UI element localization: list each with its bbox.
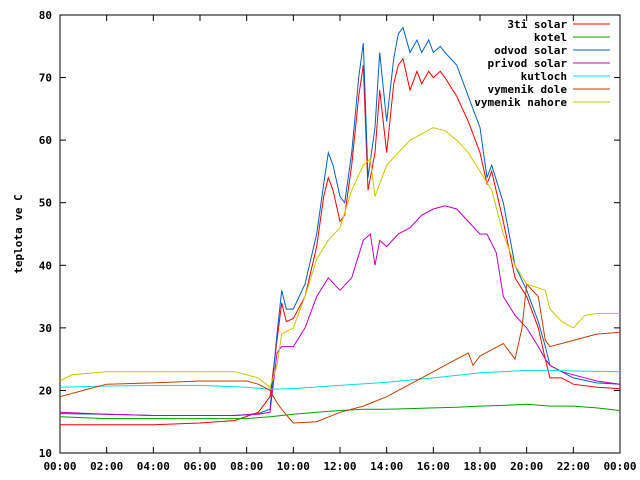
x-tick-label: 16:00 bbox=[417, 460, 450, 473]
series-line-privod-solar bbox=[59, 205, 621, 416]
legend-label: privod solar bbox=[488, 57, 568, 70]
series-line-vymenik-nahore bbox=[59, 127, 620, 389]
y-tick-label: 20 bbox=[39, 384, 52, 397]
x-tick-label: 02:00 bbox=[90, 460, 123, 473]
legend-label: vymenik dole bbox=[488, 83, 568, 96]
y-tick-label: 60 bbox=[39, 134, 52, 147]
axis-ticks: 10 20 30 40 50 60 70 80 00:00 02:00 04:00 06:00 08:0… bbox=[39, 9, 637, 473]
x-tick-label: 04:00 bbox=[137, 460, 170, 473]
series-line-kutloch bbox=[59, 369, 621, 390]
series-line-odvod-solar bbox=[59, 26, 621, 416]
legend-label: kotel bbox=[534, 31, 567, 44]
x-tick-label: 22:00 bbox=[557, 460, 590, 473]
x-tick-label: 20:00 bbox=[510, 460, 543, 473]
y-tick-label: 70 bbox=[39, 72, 52, 85]
y-axis-label: teplota ve C bbox=[12, 194, 25, 273]
series-line-kotel bbox=[59, 403, 621, 420]
x-tick-label: 08:00 bbox=[230, 460, 263, 473]
x-tick-label: 00:00 bbox=[43, 460, 76, 473]
x-tick-label: 12:00 bbox=[323, 460, 356, 473]
y-tick-label: 10 bbox=[39, 447, 52, 460]
series-line-vymenik-dole bbox=[59, 282, 621, 424]
x-tick-label: 00:00 bbox=[603, 460, 636, 473]
legend-label: vymenik nahore bbox=[474, 96, 567, 109]
legend-label: 3ti solar bbox=[507, 18, 567, 31]
y-tick-label: 80 bbox=[39, 9, 52, 22]
y-tick-label: 50 bbox=[39, 197, 52, 210]
x-tick-label: 14:00 bbox=[370, 460, 403, 473]
y-tick-label: 30 bbox=[39, 322, 52, 335]
y-tick-label: 40 bbox=[39, 259, 52, 272]
series-line-3ti-solar bbox=[60, 57, 621, 426]
legend-label: odvod solar bbox=[494, 44, 567, 57]
x-tick-label: 06:00 bbox=[183, 460, 216, 473]
legend-label: kutloch bbox=[521, 70, 567, 83]
x-tick-label: 18:00 bbox=[463, 460, 496, 473]
series-lines bbox=[59, 26, 621, 426]
x-tick-label: 10:00 bbox=[277, 460, 310, 473]
